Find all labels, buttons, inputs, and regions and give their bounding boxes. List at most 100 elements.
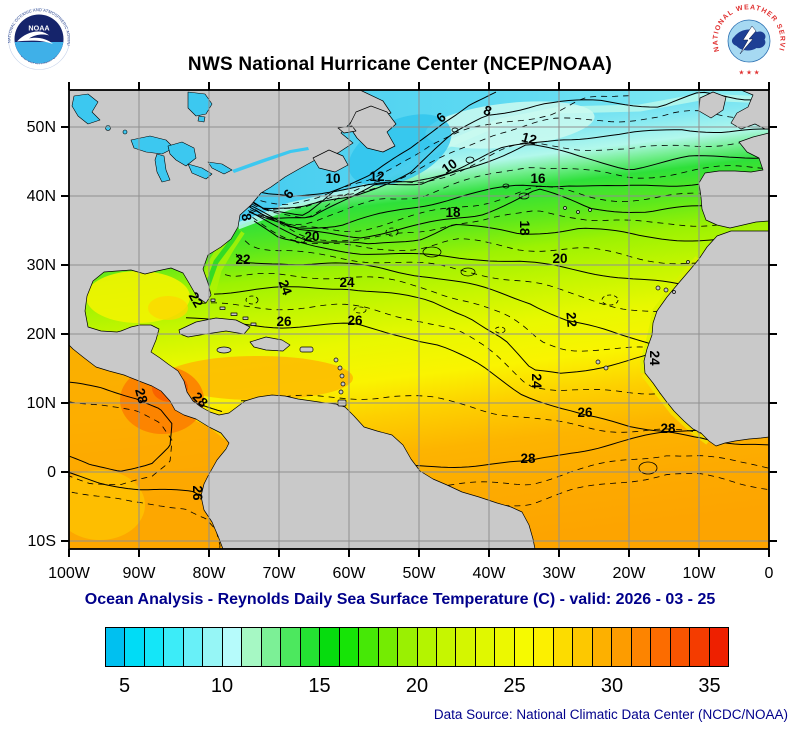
land-lesser-antilles <box>333 357 346 395</box>
page-title: NWS National Hurricane Center (NCEP/NOAA… <box>187 54 613 75</box>
contour-label: 12 <box>520 129 538 147</box>
colorbar-segment <box>281 628 301 666</box>
contour-label: 22 <box>235 252 250 267</box>
contour-label: 10 <box>325 171 340 186</box>
contour-label: 24 <box>276 278 295 298</box>
colorbar-tick-label: 35 <box>698 675 721 697</box>
nws-logo: NATIONAL WEATHER SERVICE ★ ★ ★ <box>712 4 785 77</box>
contour-label: 26 <box>347 313 363 328</box>
caribbean-water <box>163 356 353 400</box>
contour-label: 28 <box>132 387 151 406</box>
colorbar-tick-label: 15 <box>308 675 331 697</box>
land-small-islands <box>563 206 690 371</box>
land-hispaniola <box>249 336 291 352</box>
colorbar-segment <box>320 628 340 666</box>
colorbar-tick-label: 20 <box>405 675 429 697</box>
contour-label: 12 <box>369 169 384 184</box>
x-axis-label: 80W <box>193 565 227 582</box>
colorbar-segment <box>651 628 671 666</box>
grid-layer <box>69 90 769 549</box>
sst-colorbar <box>105 627 729 667</box>
land-americas <box>69 90 536 549</box>
colorbar-segment <box>144 628 165 666</box>
colorbar-segment <box>222 628 243 666</box>
x-axis-label: 40W <box>473 565 507 582</box>
x-axis-label: 30W <box>543 565 577 582</box>
colorbar-segment <box>106 628 126 666</box>
y-axis-label: 10S <box>28 533 56 550</box>
colorbar-segment <box>495 628 515 666</box>
contour-label: 26 <box>276 314 292 329</box>
y-axis-label: 30N <box>27 257 56 274</box>
nws-stars: ★ ★ ★ <box>738 69 759 77</box>
colorbar-segment <box>417 628 437 666</box>
contour-label: 22 <box>563 311 579 327</box>
colorbar-segment <box>436 628 457 666</box>
land-puerto-rico <box>299 346 314 353</box>
x-axis-label: 50W <box>403 565 437 582</box>
x-axis-label: 0 <box>765 565 774 582</box>
colorbar-segment <box>203 628 223 666</box>
inland-water <box>71 91 309 183</box>
colorbar-segment <box>534 628 554 666</box>
land-nova-scotia <box>312 149 349 173</box>
colorbar-segment <box>612 628 632 666</box>
contour-label: 24 <box>339 275 355 290</box>
colorbar-tick-label: 25 <box>503 675 526 697</box>
contour-label: 28 <box>520 451 536 466</box>
nws-lightning-icon <box>739 25 757 55</box>
land-great-britain <box>730 90 769 130</box>
colorbar-tick-label: 30 <box>600 675 624 697</box>
contour-label: 10 <box>439 156 460 177</box>
colorbar-segment <box>631 628 652 666</box>
contour-label: 26 <box>577 405 593 420</box>
colorbar-segment <box>456 628 476 666</box>
land-layer <box>69 90 769 549</box>
contour-label: 8 <box>238 212 254 222</box>
colorbar-segment <box>378 628 399 666</box>
colorbar-segment <box>514 628 535 666</box>
y-axis-label: 40N <box>27 188 56 205</box>
x-axis-label: 10W <box>683 565 717 582</box>
colorbar-segment <box>359 628 379 666</box>
contour-label: 22 <box>186 289 207 310</box>
noaa-emblem-sea <box>14 42 64 64</box>
x-axis-label: 90W <box>123 565 157 582</box>
contour-label: 18 <box>445 205 461 220</box>
land-newfoundland <box>348 105 397 153</box>
x-axis-label: 70W <box>263 565 297 582</box>
colorbar-segment <box>573 628 593 666</box>
y-axis-label: 0 <box>47 464 56 481</box>
y-axis-label: 20N <box>27 326 56 343</box>
colorbar-segment <box>125 628 145 666</box>
y-axis-label: 10N <box>27 395 56 412</box>
colorbar-segment <box>300 628 321 666</box>
colorbar-segment <box>339 628 360 666</box>
colorbar-segment <box>592 628 613 666</box>
colorbar-segment <box>183 628 204 666</box>
colorbar-segment <box>475 628 496 666</box>
colorbar-segment <box>709 628 728 666</box>
colorbar-segment <box>242 628 262 666</box>
x-axis-label: 100W <box>48 565 91 582</box>
colorbar-segment <box>670 628 691 666</box>
contour-label: 24 <box>647 350 662 366</box>
contour-label: 26 <box>190 485 205 501</box>
colorbar-tick-label: 5 <box>118 675 131 697</box>
x-axis-label: 60W <box>333 565 367 582</box>
colorbar-tick-label: 10 <box>210 675 234 697</box>
map-frame <box>61 82 777 557</box>
y-axis-label: 50N <box>27 119 56 136</box>
analysis-caption: Ocean Analysis - Reynolds Daily Sea Surf… <box>84 591 716 608</box>
axis-labels: 100W 90W 80W 70W 60W 50W 40W 30W 20W 10W 0 50N 40N 30… <box>27 119 774 582</box>
colorbar-segment <box>164 628 184 666</box>
colorbar-segment <box>261 628 282 666</box>
contour-label: 18 <box>517 220 532 236</box>
x-axis-label: 20W <box>613 565 647 582</box>
land-jamaica <box>216 346 232 354</box>
data-source-text: Data Source: National Climatic Data Cent… <box>433 707 788 722</box>
contour-label: 20 <box>304 229 319 244</box>
noaa-seagull-icon <box>17 31 53 44</box>
